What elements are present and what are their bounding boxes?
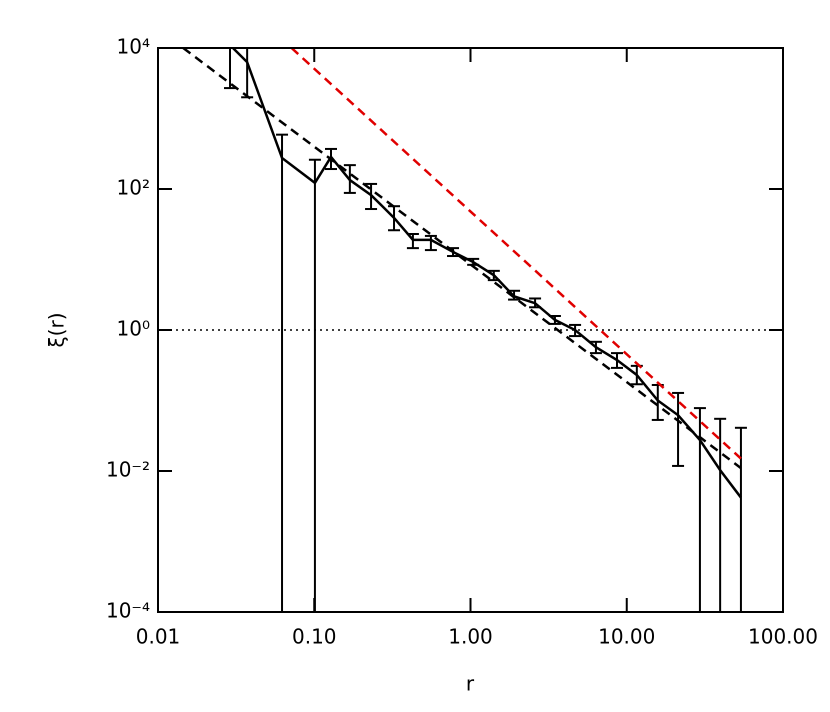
x-tick-label: 10.00	[598, 625, 655, 649]
y-tick-label: 10²	[117, 176, 150, 200]
x-tick-label: 0.01	[136, 625, 181, 649]
x-tick-label: 0.10	[292, 625, 337, 649]
error-bar	[714, 417, 727, 612]
y-tick-label: 10⁰	[117, 317, 150, 341]
y-tick-label: 10⁻²	[106, 458, 150, 482]
error-bar	[365, 182, 378, 211]
y-tick-label: 10⁴	[117, 35, 150, 59]
error-bar	[308, 158, 321, 612]
error-bar	[224, 48, 237, 90]
x-tick-label: 1.00	[448, 625, 493, 649]
error-bar	[276, 133, 289, 612]
error-bar	[467, 257, 480, 266]
data-line	[231, 48, 742, 499]
error-bar	[388, 205, 401, 232]
y-tick-label: 10⁻⁴	[106, 599, 150, 623]
model-line	[182, 48, 742, 470]
error-bar	[693, 407, 706, 612]
error-bar	[343, 164, 356, 194]
model-line	[290, 48, 742, 460]
error-bar	[424, 234, 437, 252]
x-tick-label: 100.00	[748, 625, 818, 649]
error-bar	[610, 352, 623, 369]
error-bar	[406, 232, 419, 250]
y-axis-label: ξ(r)	[45, 313, 69, 348]
error-bar	[548, 314, 561, 325]
x-axis-label: r	[466, 672, 475, 696]
error-bar	[589, 340, 602, 355]
error-bar	[508, 289, 521, 301]
plot-area	[158, 48, 783, 612]
error-bar	[529, 297, 542, 309]
error-bar	[672, 391, 685, 467]
error-bar	[569, 323, 582, 338]
error-bar	[487, 269, 500, 282]
